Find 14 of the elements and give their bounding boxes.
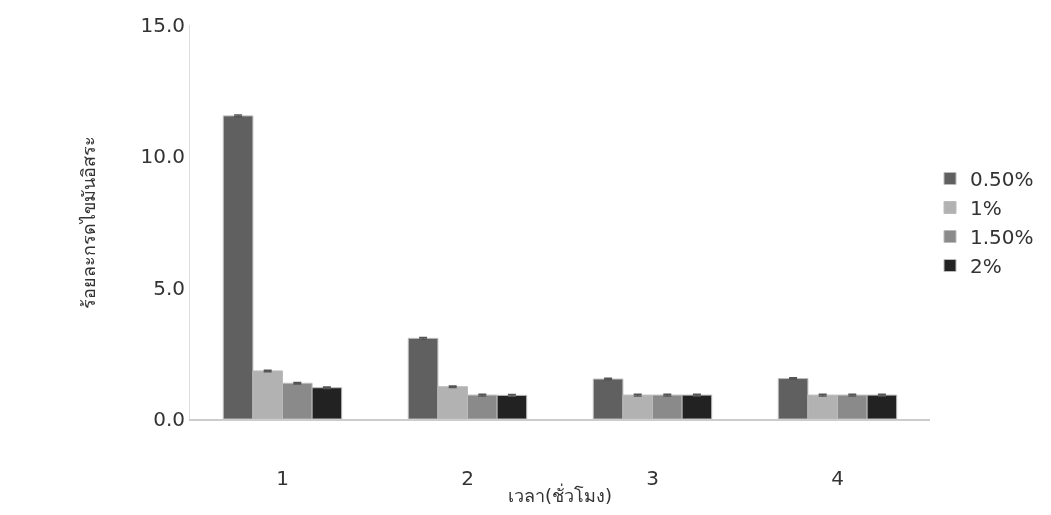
y-tick-label: 0.0 <box>153 407 185 431</box>
x-tick-label: 3 <box>646 466 659 490</box>
x-tick-label: 1 <box>276 466 289 490</box>
x-tick-label: 2 <box>461 466 474 490</box>
y-tick-label: 5.0 <box>153 275 185 300</box>
legend-label: 1.50% <box>970 225 1034 250</box>
y-tick-label: 10.0 <box>140 144 185 169</box>
legend-label: 1% <box>970 196 1002 221</box>
x-axis-title: เวลา(ชั่วโมง) <box>507 482 613 506</box>
x-tick-label: 4 <box>831 466 844 490</box>
y-tick-label: 15.0 <box>140 13 185 37</box>
y-axis-title: ร้อยละกรดไขมันอิสระ <box>77 135 99 309</box>
legend-label: 0.50% <box>970 167 1034 192</box>
legend-label: 2% <box>970 254 1002 279</box>
